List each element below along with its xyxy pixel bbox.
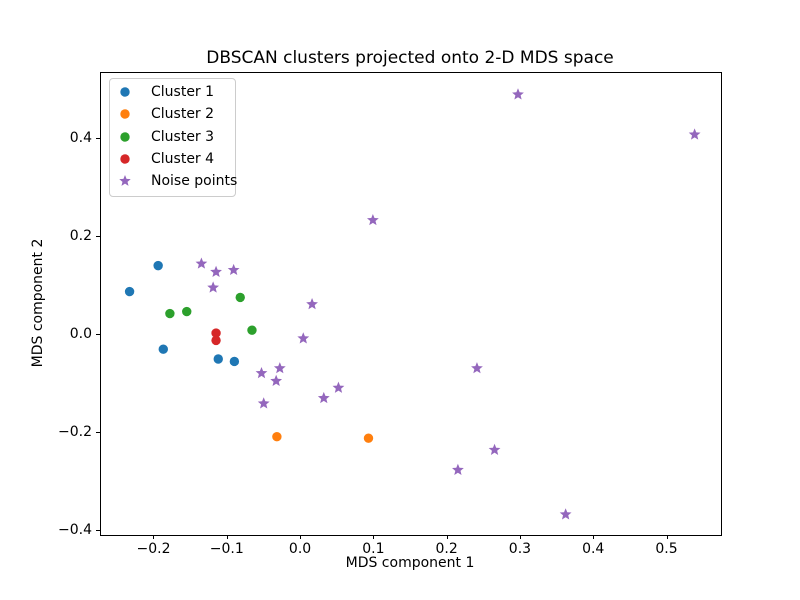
point-noise-points	[227, 263, 240, 276]
y-tick-label: 0.2	[69, 228, 92, 245]
cluster-4-marker-icon	[120, 154, 130, 164]
scatter-points-layer	[124, 88, 701, 520]
point-cluster-4	[211, 335, 221, 346]
x-tick-label: −0.1	[209, 541, 244, 557]
cluster-2-marker-icon	[120, 109, 130, 120]
point-noise-points	[210, 265, 222, 277]
point-noise-points	[452, 463, 464, 475]
x-tick-mark	[300, 535, 302, 539]
cluster-1-marker-icon	[120, 87, 130, 97]
point-cluster-1	[229, 356, 240, 367]
point-noise-points	[306, 298, 318, 310]
point-cluster-1	[158, 344, 168, 354]
point-noise-points	[255, 366, 268, 379]
x-tick-mark	[153, 535, 155, 539]
x-tick-label: 0.0	[288, 541, 312, 557]
legend-item-noise-points: Noise points	[110, 170, 238, 192]
legend-label: Cluster 4	[151, 151, 215, 168]
point-cluster-4	[211, 328, 221, 338]
y-tick-mark	[96, 529, 100, 531]
y-tick-mark	[96, 138, 100, 140]
legend-item-cluster-4: Cluster 4	[110, 148, 235, 170]
point-noise-points	[195, 257, 208, 269]
x-axis-label: MDS component 1	[345, 555, 475, 571]
point-noise-points	[512, 88, 524, 100]
x-tick-label: 0.1	[362, 541, 385, 557]
point-noise-points	[257, 397, 270, 409]
point-cluster-1	[153, 260, 163, 271]
y-tick-mark	[96, 334, 100, 336]
point-cluster-3	[247, 325, 257, 335]
point-cluster-1	[124, 286, 135, 297]
x-tick-mark	[226, 535, 228, 539]
point-noise-points	[207, 281, 220, 293]
x-tick-label: 0.5	[655, 541, 678, 557]
legend-item-cluster-1: Cluster 1	[110, 81, 235, 103]
chart-title: DBSCAN clusters projected onto 2-D MDS s…	[206, 48, 614, 68]
point-cluster-2	[363, 433, 374, 443]
legend-label: Noise points	[151, 173, 238, 190]
x-tick-mark	[666, 535, 668, 539]
point-cluster-1	[213, 354, 223, 364]
x-tick-mark	[593, 535, 595, 539]
point-cluster-3	[182, 306, 192, 317]
point-noise-points	[273, 362, 286, 374]
x-tick-mark	[373, 535, 375, 539]
point-cluster-2	[272, 432, 282, 442]
x-tick-mark	[519, 535, 521, 539]
y-axis-label: MDS component 2	[30, 238, 46, 368]
y-tick-label: −0.2	[58, 423, 92, 440]
point-noise-points	[559, 508, 572, 520]
point-noise-points	[332, 381, 345, 393]
y-tick-label: 0.0	[69, 326, 92, 343]
point-noise-points	[297, 332, 310, 344]
point-noise-points	[471, 362, 483, 374]
x-tick-label: −0.2	[136, 541, 171, 557]
point-cluster-3	[235, 292, 245, 303]
y-tick-mark	[96, 431, 100, 433]
point-noise-points	[488, 443, 501, 455]
point-noise-points	[688, 128, 701, 140]
y-tick-mark	[96, 236, 100, 238]
legend-label: Cluster 2	[151, 106, 215, 123]
legend-label: Cluster 1	[151, 84, 215, 101]
point-noise-points	[366, 213, 379, 226]
x-tick-mark	[446, 535, 448, 539]
legend-label: Cluster 3	[151, 128, 215, 145]
x-tick-label: 0.2	[435, 541, 458, 557]
x-tick-label: 0.4	[582, 541, 605, 557]
x-tick-label: 0.3	[508, 541, 532, 557]
legend-item-cluster-2: Cluster 2	[110, 103, 235, 125]
y-tick-label: 0.4	[69, 130, 92, 147]
legend-item-cluster-3: Cluster 3	[110, 126, 235, 148]
point-noise-points	[317, 391, 330, 404]
noise-points-marker-icon	[119, 175, 131, 187]
point-noise-points	[270, 374, 283, 387]
point-cluster-3	[165, 308, 175, 319]
cluster-3-marker-icon	[120, 132, 130, 142]
y-tick-label: −0.4	[58, 521, 92, 538]
legend: Cluster 1 Cluster 2 Cluster 3 Cluster 4 Nois…	[109, 78, 238, 198]
